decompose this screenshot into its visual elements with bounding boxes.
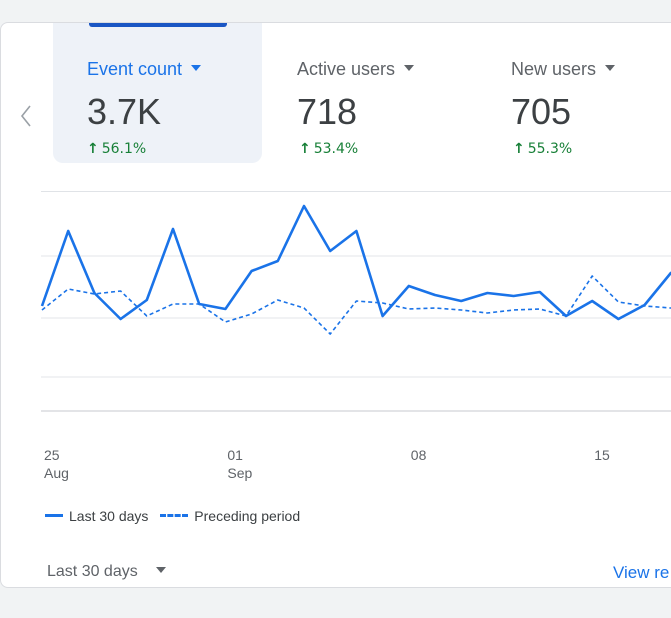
event-count-value: 3.7K xyxy=(87,91,162,132)
tab-event-count[interactable]: Event count 3.7K ↑ 56.1% xyxy=(53,23,262,163)
event-count-label[interactable]: Event count xyxy=(87,59,202,80)
new-users-label-text: New users xyxy=(511,59,597,79)
active-users-label-text: Active users xyxy=(297,59,396,79)
legend-item-previous: Preceding period xyxy=(160,508,300,524)
active-users-value: 718 xyxy=(297,91,358,132)
series-line-preceding-period xyxy=(41,275,671,335)
arrow-up-icon: ↑ xyxy=(87,141,99,157)
tabs-divider xyxy=(41,191,671,192)
line-chart: 25 Aug 01 Sep 08 15 xyxy=(40,204,671,481)
date-range-dropdown[interactable]: Last 30 days xyxy=(47,563,166,581)
active-users-change: ↑ 53.4% xyxy=(299,141,358,157)
selected-tab-indicator xyxy=(89,23,227,27)
new-users-change: ↑ 55.3% xyxy=(513,141,572,157)
x-tick-label-day: 15 xyxy=(594,447,610,463)
active-users-label[interactable]: Active users xyxy=(297,59,415,80)
x-tick-label-day: 25 xyxy=(44,447,60,463)
view-report-link[interactable]: View re xyxy=(613,563,670,582)
active-users-change-value: 53.4% xyxy=(313,141,359,157)
legend-previous-label: Preceding period xyxy=(194,507,301,524)
caret-down-icon xyxy=(155,566,166,573)
tab-active-users[interactable]: Active users 718 ↑ 53.4% xyxy=(263,23,473,163)
x-tick-label-day: 01 xyxy=(227,447,243,463)
date-range-label: Last 30 days xyxy=(47,563,138,580)
event-count-change: ↑ 56.1% xyxy=(87,141,146,157)
legend-current-label: Last 30 days xyxy=(69,507,149,524)
chevron-left-icon[interactable] xyxy=(17,103,37,129)
dashed-line-swatch xyxy=(160,514,189,517)
tab-new-users[interactable]: New users 705 ↑ 55.3% xyxy=(477,23,671,163)
x-tick-label-month: Aug xyxy=(44,465,69,481)
caret-down-icon xyxy=(404,65,415,72)
new-users-value: 705 xyxy=(511,91,572,132)
new-users-change-value: 55.3% xyxy=(527,141,573,157)
series-line-last-30-days xyxy=(40,204,671,321)
solid-line-swatch xyxy=(45,514,63,517)
caret-down-icon xyxy=(191,65,202,72)
event-count-change-value: 56.1% xyxy=(101,141,147,157)
arrow-up-icon: ↑ xyxy=(513,141,525,157)
arrow-up-icon: ↑ xyxy=(299,141,311,157)
legend-item-current: Last 30 days xyxy=(45,508,148,524)
x-tick-label-day: 08 xyxy=(411,447,427,463)
x-tick-label-month: Sep xyxy=(227,465,252,481)
event-count-label-text: Event count xyxy=(87,59,183,79)
caret-down-icon xyxy=(605,65,616,72)
new-users-label[interactable]: New users xyxy=(511,59,616,80)
analytics-card: Event count 3.7K ↑ 56.1% Active users 718… xyxy=(0,22,671,588)
chart-legend: Last 30 days Preceding period xyxy=(45,504,308,524)
